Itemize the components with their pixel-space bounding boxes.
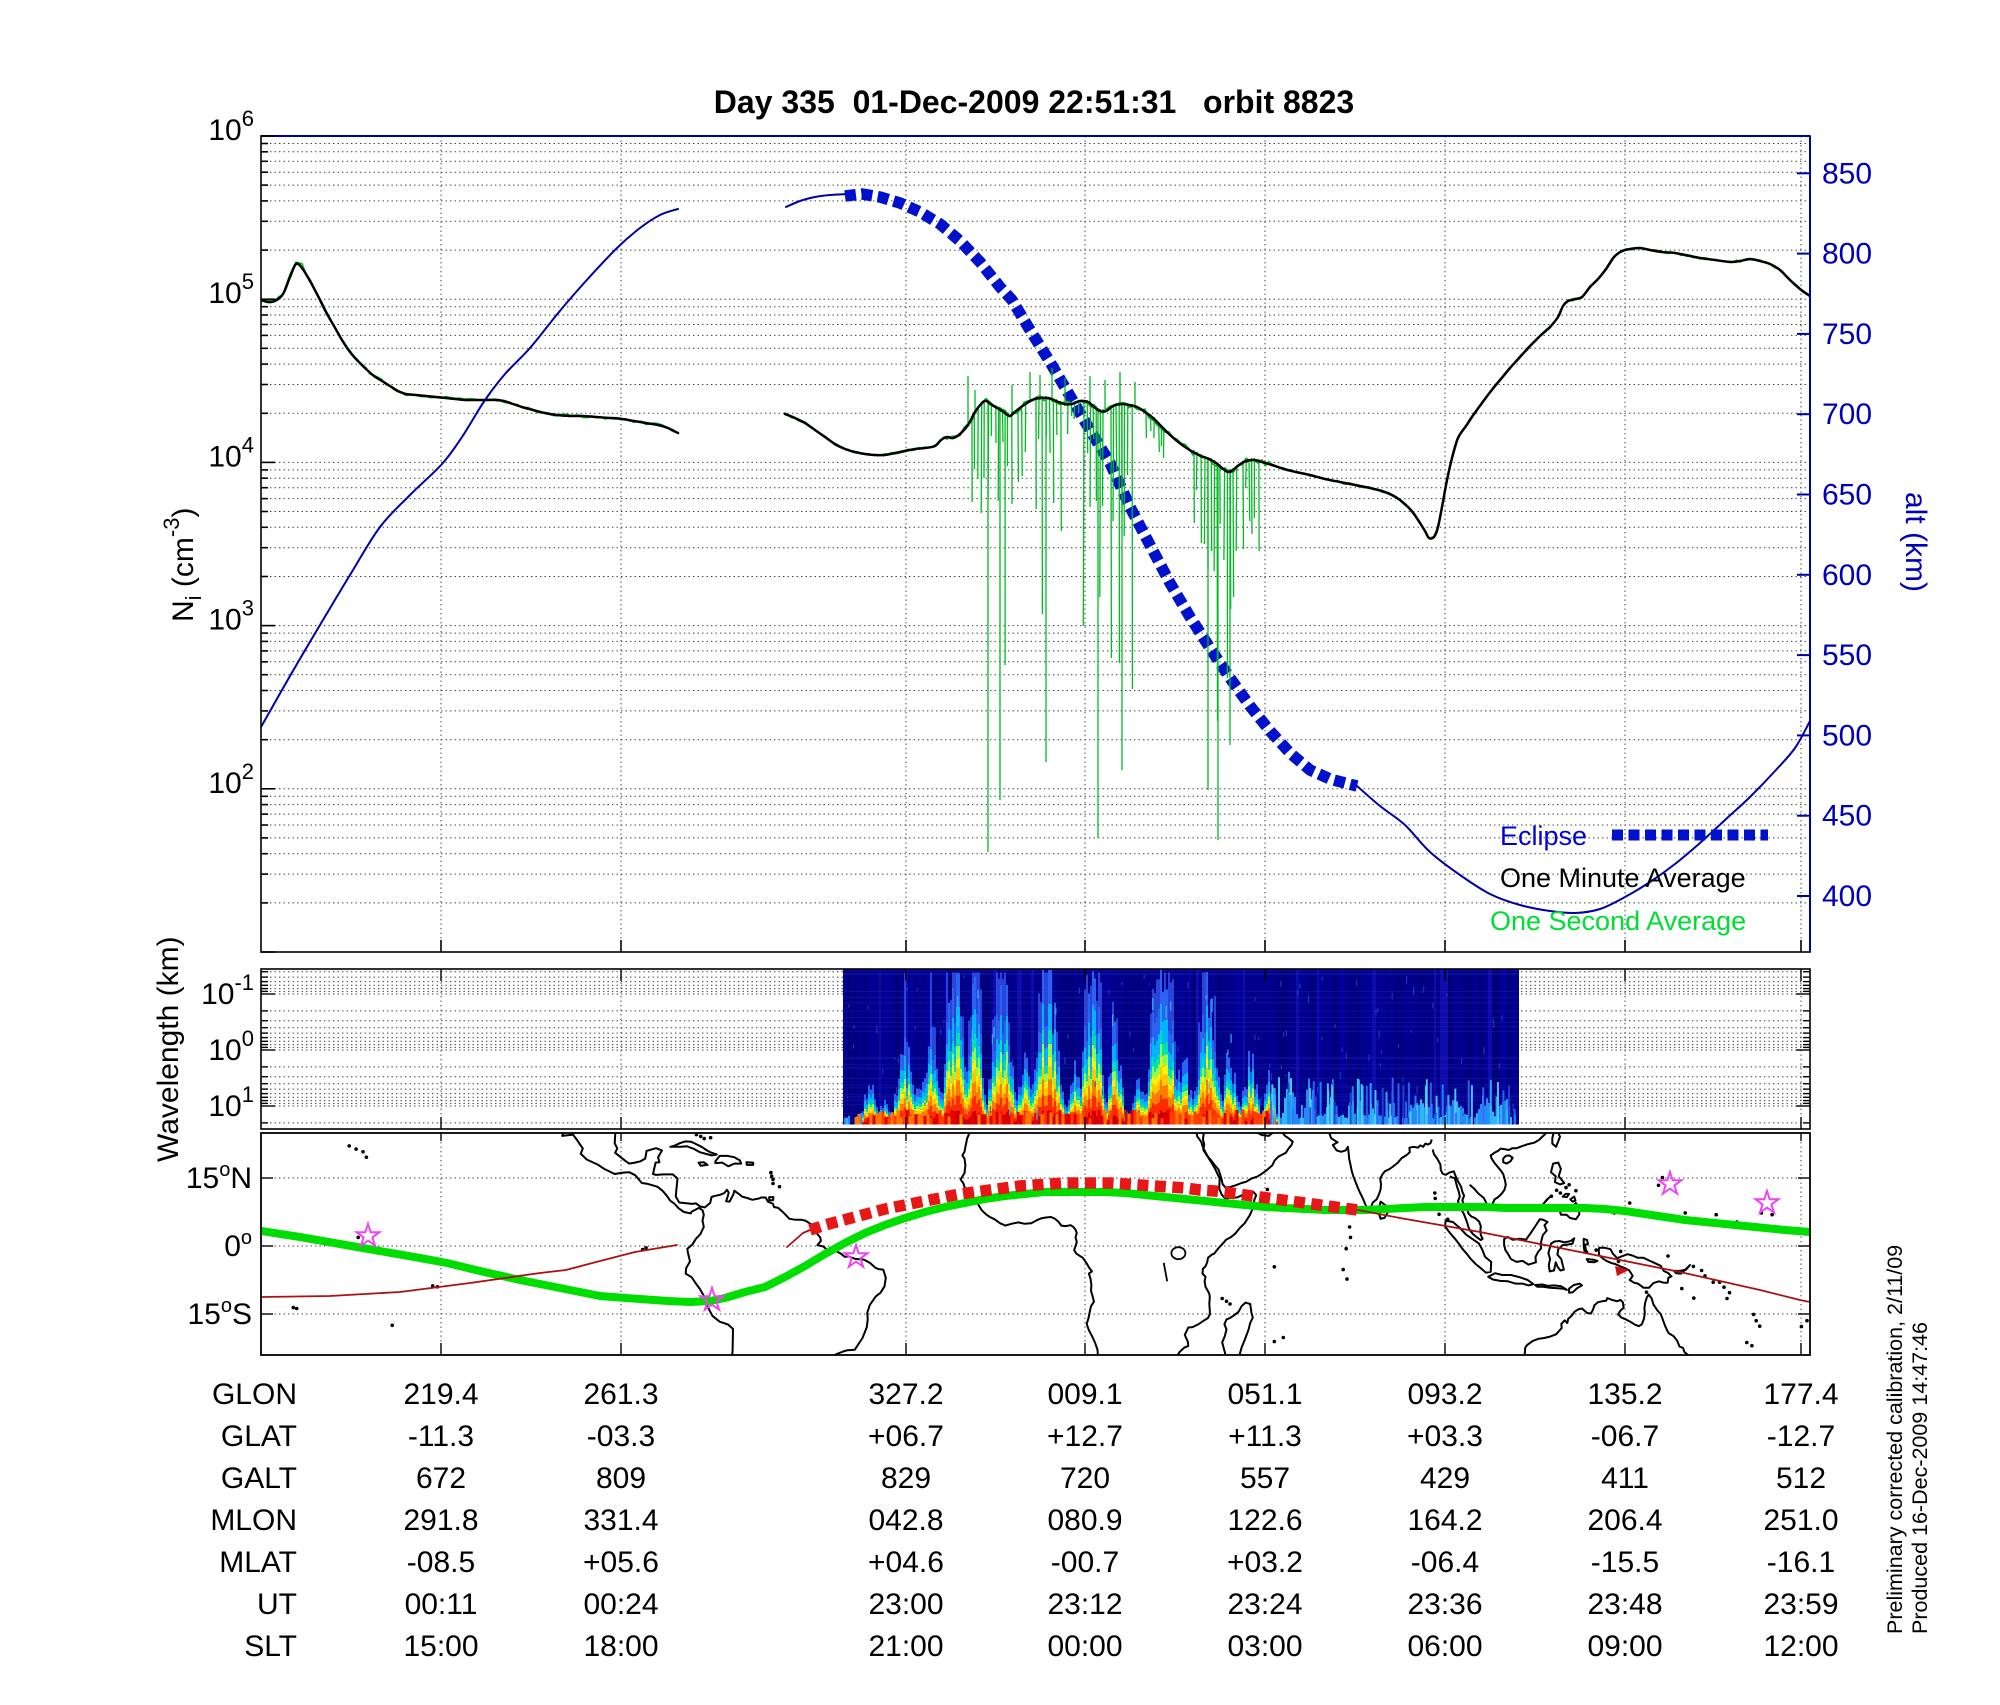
svg-text:720: 720 [1060,1462,1110,1495]
svg-text:00:24: 00:24 [583,1588,658,1621]
svg-text:700: 700 [1822,398,1872,431]
svg-text:Preliminary corrected calibrat: Preliminary corrected calibration, 2/11/… [1883,1245,1907,1634]
svg-text:400: 400 [1822,880,1872,913]
svg-text:600: 600 [1822,559,1872,592]
svg-text:-03.3: -03.3 [587,1420,655,1453]
svg-text:UT: UT [257,1588,297,1621]
svg-text:23:48: 23:48 [1587,1588,1662,1621]
svg-text:672: 672 [416,1462,466,1495]
svg-text:500: 500 [1822,719,1872,752]
svg-text:135.2: 135.2 [1587,1378,1662,1411]
svg-text:GLAT: GLAT [221,1420,297,1453]
svg-text:09:00: 09:00 [1587,1630,1662,1663]
svg-text:+06.7: +06.7 [868,1420,944,1453]
svg-text:177.4: 177.4 [1763,1378,1838,1411]
svg-text:23:00: 23:00 [868,1588,943,1621]
svg-text:261.3: 261.3 [583,1378,658,1411]
svg-text:One Second Average: One Second Average [1490,906,1746,936]
svg-text:557: 557 [1240,1462,1290,1495]
svg-text:00:11: 00:11 [405,1588,478,1621]
svg-text:+11.3: +11.3 [1228,1420,1302,1453]
svg-text:12:00: 12:00 [1763,1630,1838,1663]
svg-text:219.4: 219.4 [403,1378,478,1411]
svg-text:411: 411 [1601,1462,1649,1495]
svg-text:809: 809 [596,1462,646,1495]
svg-text:+04.6: +04.6 [868,1546,944,1579]
svg-text:18:00: 18:00 [583,1630,658,1663]
svg-text:+05.6: +05.6 [583,1546,659,1579]
svg-text:429: 429 [1420,1462,1470,1495]
svg-text:331.4: 331.4 [583,1504,658,1537]
svg-text:MLON: MLON [210,1504,297,1537]
svg-text:829: 829 [881,1462,931,1495]
svg-text:650: 650 [1822,479,1872,512]
svg-text:15:00: 15:00 [403,1630,478,1663]
svg-text:-08.5: -08.5 [407,1546,475,1579]
svg-text:-15.5: -15.5 [1591,1546,1659,1579]
svg-text:Produced 16-Dec-2009 14:47:46: Produced 16-Dec-2009 14:47:46 [1908,1322,1932,1634]
svg-text:750: 750 [1822,318,1872,351]
svg-text:550: 550 [1822,639,1872,672]
svg-text:06:00: 06:00 [1407,1630,1482,1663]
svg-text:alt (km): alt (km) [1899,492,1932,592]
svg-text:Eclipse: Eclipse [1500,821,1587,851]
svg-text:23:36: 23:36 [1407,1588,1482,1621]
svg-text:009.1: 009.1 [1047,1378,1122,1411]
svg-text:850: 850 [1822,157,1872,190]
svg-text:+12.7: +12.7 [1047,1420,1123,1453]
svg-text:-06.7: -06.7 [1591,1420,1659,1453]
svg-text:512: 512 [1776,1462,1826,1495]
svg-text:122.6: 122.6 [1227,1504,1302,1537]
svg-text:042.8: 042.8 [868,1504,943,1537]
svg-text:15oS: 15oS [187,1295,252,1331]
svg-text:800: 800 [1822,238,1872,271]
svg-text:+03.3: +03.3 [1407,1420,1483,1453]
svg-text:03:00: 03:00 [1227,1630,1302,1663]
svg-text:-12.7: -12.7 [1767,1420,1835,1453]
svg-text:00:00: 00:00 [1047,1630,1122,1663]
svg-text:GALT: GALT [221,1462,297,1495]
svg-text:291.8: 291.8 [403,1504,478,1537]
svg-text:23:12: 23:12 [1047,1588,1122,1621]
svg-text:-00.7: -00.7 [1051,1546,1119,1579]
svg-text:-06.4: -06.4 [1411,1546,1479,1579]
svg-text:164.2: 164.2 [1407,1504,1482,1537]
svg-text:MLAT: MLAT [219,1546,297,1579]
svg-text:206.4: 206.4 [1587,1504,1662,1537]
svg-text:327.2: 327.2 [868,1378,943,1411]
svg-text:251.0: 251.0 [1763,1504,1838,1537]
svg-text:One Minute Average: One Minute Average [1500,863,1746,893]
svg-text:051.1: 051.1 [1227,1378,1302,1411]
svg-text:093.2: 093.2 [1407,1378,1482,1411]
svg-text:450: 450 [1822,800,1872,833]
svg-text:23:24: 23:24 [1227,1588,1302,1621]
svg-text:21:00: 21:00 [868,1630,943,1663]
svg-text:SLT: SLT [244,1630,297,1663]
svg-text:23:59: 23:59 [1763,1588,1838,1621]
svg-text:-11.3: -11.3 [408,1420,474,1453]
svg-text:GLON: GLON [212,1378,297,1411]
svg-text:15oN: 15oN [186,1159,252,1195]
svg-text:-16.1: -16.1 [1767,1546,1835,1579]
svg-text:+03.2: +03.2 [1227,1546,1303,1579]
svg-text:080.9: 080.9 [1047,1504,1122,1537]
svg-text:Day 335 01-Dec-2009 22:51:31: Day 335 01-Dec-2009 22:51:31 orbit 8823 [714,84,1354,120]
svg-text:Wavelength (km): Wavelength (km) [152,936,185,1162]
